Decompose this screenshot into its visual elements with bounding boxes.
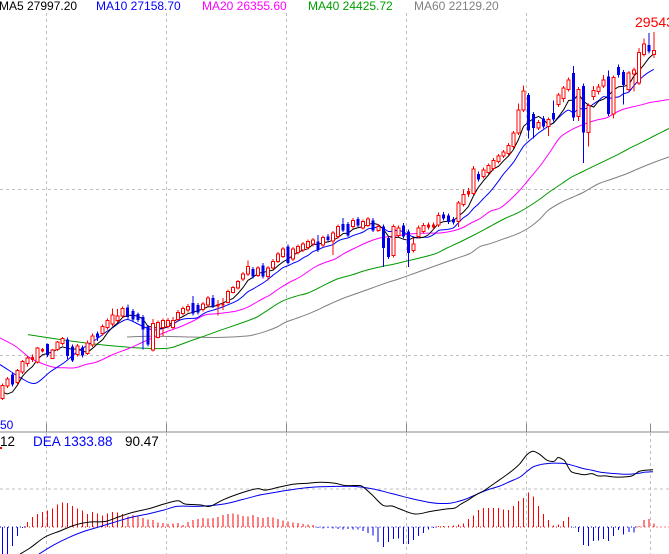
- svg-text:MA10 27158.70: MA10 27158.70: [96, 0, 181, 13]
- svg-text:MA5 27997.20: MA5 27997.20: [0, 0, 77, 13]
- svg-text:MA20 26355.60: MA20 26355.60: [202, 0, 287, 13]
- svg-text:29543: 29543: [635, 14, 669, 30]
- svg-text:12: 12: [0, 434, 15, 449]
- svg-text:50: 50: [0, 418, 14, 432]
- svg-text:90.47: 90.47: [125, 434, 159, 449]
- svg-text:MA40 24425.72: MA40 24425.72: [308, 0, 393, 13]
- svg-text:MA60 22129.20: MA60 22129.20: [414, 0, 499, 13]
- svg-text:DEA 1333.88: DEA 1333.88: [33, 434, 113, 449]
